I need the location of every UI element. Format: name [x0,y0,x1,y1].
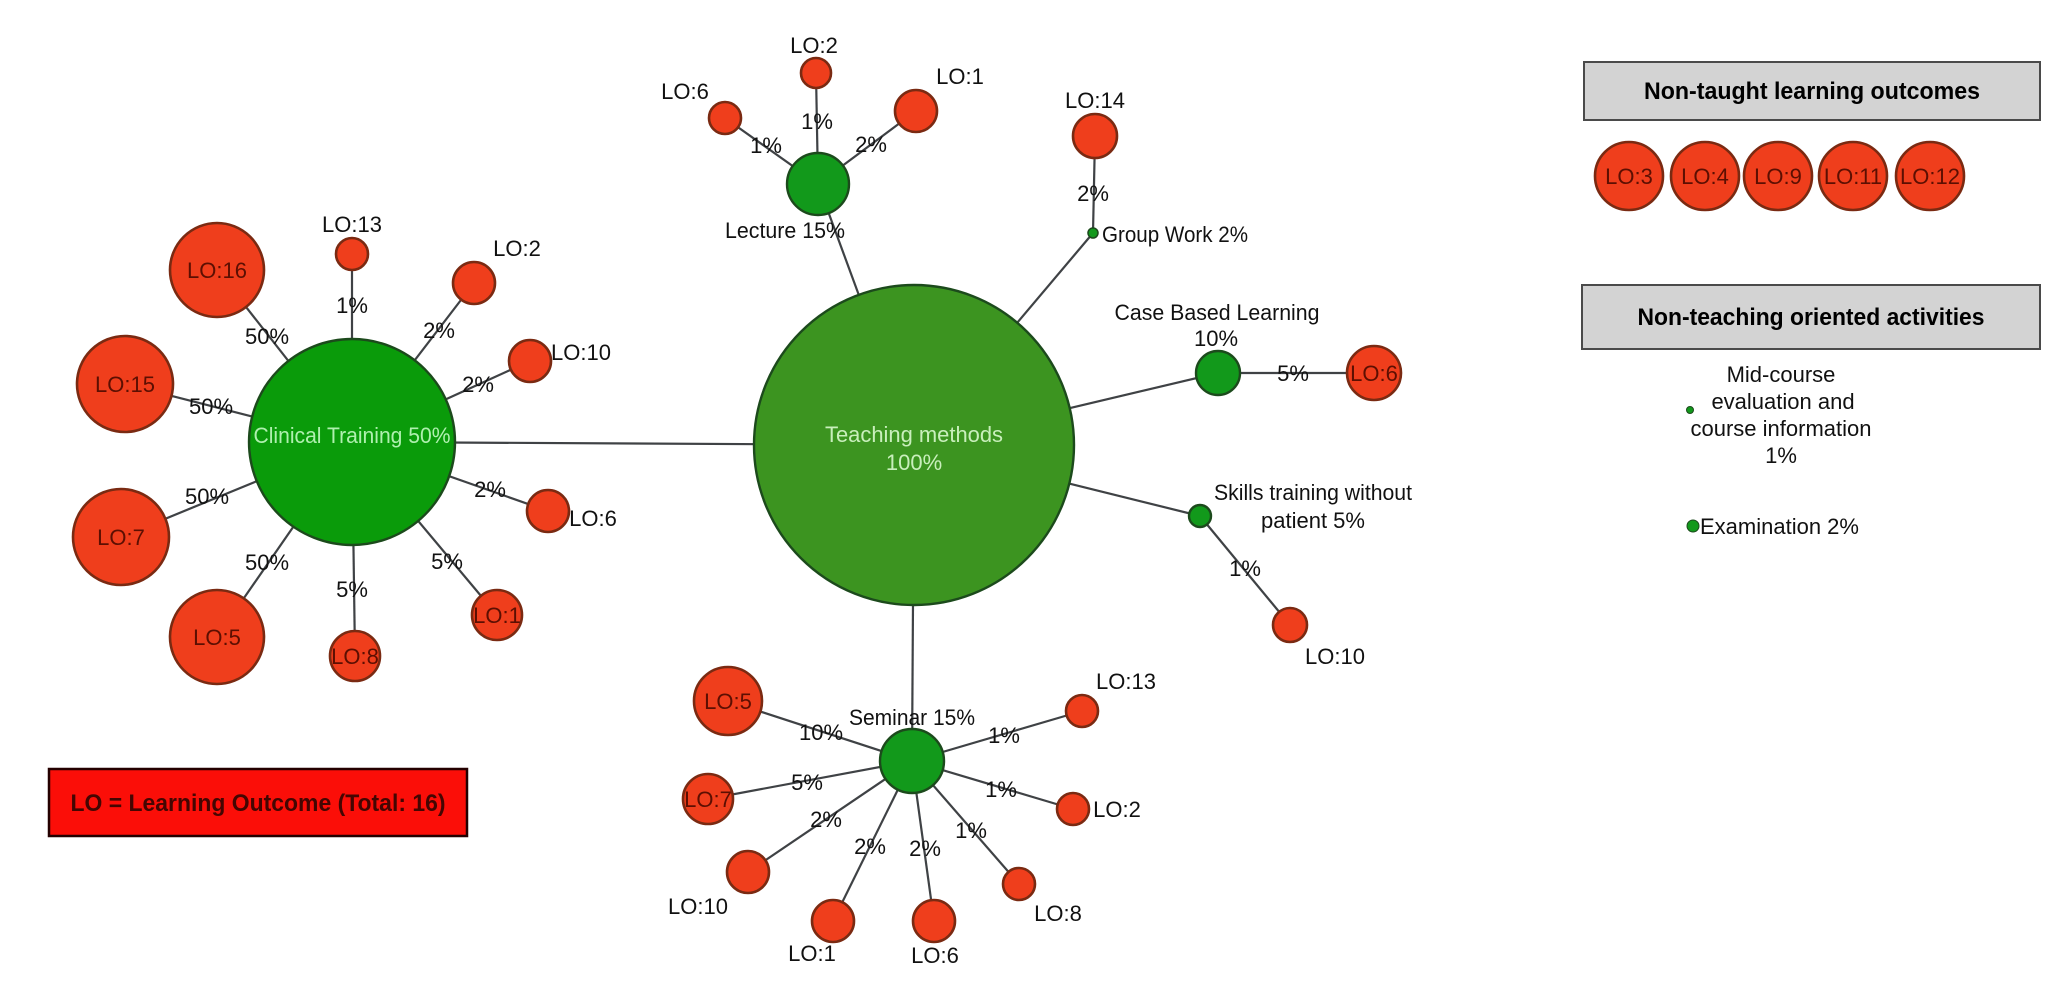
svg-text:2%: 2% [854,834,886,859]
svg-text:2%: 2% [462,372,494,397]
svg-text:1%: 1% [750,133,782,158]
svg-text:Group Work 2%: Group Work 2% [1102,222,1248,247]
svg-text:5%: 5% [431,549,463,574]
svg-text:LO:13: LO:13 [1096,669,1156,694]
svg-text:LO:8: LO:8 [331,644,379,669]
svg-text:LO:1: LO:1 [936,64,984,89]
svg-text:LO:7: LO:7 [97,525,145,550]
svg-text:Teaching methods: Teaching methods [825,422,1003,447]
svg-text:10%: 10% [799,720,843,745]
svg-text:LO:14: LO:14 [1065,88,1125,113]
svg-text:1%: 1% [1229,556,1261,581]
svg-text:50%: 50% [185,484,229,509]
svg-text:1%: 1% [955,818,987,843]
svg-text:Examination 2%: Examination 2% [1700,514,1859,539]
svg-text:Mid-course: Mid-course [1727,362,1836,387]
svg-text:course information: course information [1691,416,1872,441]
svg-text:LO:8: LO:8 [1034,901,1082,926]
svg-text:50%: 50% [245,324,289,349]
svg-text:LO:2: LO:2 [493,236,541,261]
svg-text:Non-teaching oriented activiti: Non-teaching oriented activities [1638,304,1985,331]
svg-text:LO:12: LO:12 [1900,164,1960,189]
svg-text:1%: 1% [985,777,1017,802]
svg-text:2%: 2% [855,132,887,157]
svg-text:Non-taught learning outcomes: Non-taught learning outcomes [1644,78,1980,105]
svg-text:evaluation and: evaluation and [1711,389,1854,414]
svg-text:LO:4: LO:4 [1681,164,1729,189]
svg-text:2%: 2% [810,807,842,832]
svg-text:LO:9: LO:9 [1754,164,1802,189]
svg-text:LO:3: LO:3 [1605,164,1653,189]
svg-text:LO:6: LO:6 [1350,361,1398,386]
svg-text:LO:10: LO:10 [551,340,611,365]
svg-text:LO:2: LO:2 [1093,797,1141,822]
svg-text:1%: 1% [336,293,368,318]
svg-text:LO:16: LO:16 [187,258,247,283]
svg-text:LO:2: LO:2 [790,33,838,58]
svg-text:LO:1: LO:1 [473,603,521,628]
svg-text:5%: 5% [1277,361,1309,386]
svg-text:LO:6: LO:6 [661,79,709,104]
svg-text:LO:6: LO:6 [911,943,959,968]
svg-text:2%: 2% [1077,181,1109,206]
svg-text:5%: 5% [336,577,368,602]
svg-text:LO:10: LO:10 [1305,644,1365,669]
svg-text:LO:10: LO:10 [668,894,728,919]
svg-text:50%: 50% [189,394,233,419]
svg-text:1%: 1% [1765,443,1797,468]
svg-text:Skills training without: Skills training without [1214,480,1412,505]
svg-text:LO:1: LO:1 [788,941,836,966]
svg-text:Case Based Learning: Case Based Learning [1115,300,1320,325]
svg-text:LO = Learning Outcome (Total:: LO = Learning Outcome (Total: 16) [71,790,446,817]
svg-text:2%: 2% [909,836,941,861]
svg-text:Clinical Training 50%: Clinical Training 50% [254,423,451,448]
svg-text:10%: 10% [1194,326,1238,351]
svg-text:Lecture 15%: Lecture 15% [725,218,845,243]
svg-text:LO:6: LO:6 [569,506,617,531]
svg-text:2%: 2% [474,477,506,502]
svg-text:Seminar 15%: Seminar 15% [849,705,975,730]
svg-text:LO:11: LO:11 [1824,164,1882,189]
svg-text:1%: 1% [801,109,833,134]
svg-text:patient 5%: patient 5% [1261,508,1365,533]
svg-text:LO:13: LO:13 [322,212,382,237]
svg-text:2%: 2% [423,318,455,343]
svg-text:LO:5: LO:5 [704,689,752,714]
svg-text:LO:7: LO:7 [684,787,732,812]
svg-text:LO:15: LO:15 [95,372,155,397]
svg-text:100%: 100% [886,450,942,475]
svg-text:1%: 1% [988,723,1020,748]
svg-text:50%: 50% [245,550,289,575]
svg-text:LO:5: LO:5 [193,625,241,650]
svg-text:5%: 5% [791,770,823,795]
